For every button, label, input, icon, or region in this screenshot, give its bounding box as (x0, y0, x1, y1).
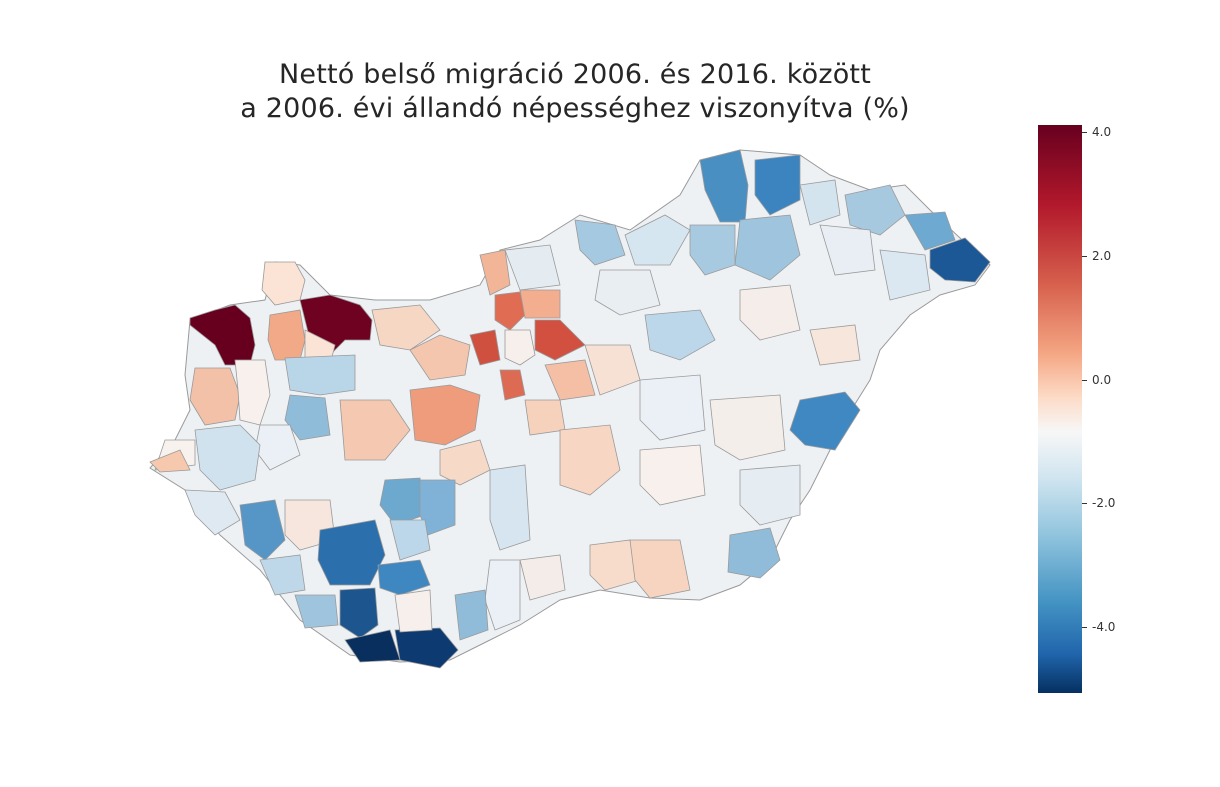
district-mohacs (454, 589, 489, 641)
district-central-1 (371, 304, 441, 351)
district-bacs-2 (519, 554, 566, 601)
colorbar-tick-2 (1082, 256, 1087, 257)
colorbar-tick-neg4 (1082, 627, 1087, 628)
district-heves-2 (644, 309, 716, 361)
district-central-2 (409, 334, 471, 381)
colorbar-tick-label-0: 0.0 (1092, 373, 1112, 387)
district-borsod-4 (689, 224, 736, 276)
district-tolna-1 (419, 479, 456, 536)
district-heves-1 (594, 269, 661, 316)
district-east-1 (739, 284, 801, 341)
title-line-1: Nettó belső migráció 2006. és 2016. közö… (278, 59, 871, 90)
district-bp-west (469, 329, 501, 366)
district-budapest (504, 329, 536, 366)
district-bp-north (494, 291, 526, 331)
district-mosonmagyarovar (189, 304, 256, 366)
district-pest-e (544, 359, 596, 401)
district-baranya-2 (377, 559, 431, 596)
district-zala-1 (194, 424, 261, 491)
district-pest-ne (519, 289, 561, 319)
district-plain-3 (639, 444, 706, 506)
district-pest-s (559, 424, 621, 496)
colorbar (1038, 125, 1082, 693)
district-tolna-2 (389, 519, 431, 561)
colorbar-tick-label-neg4: -4.0 (1092, 620, 1116, 634)
district-nograd-3 (624, 214, 691, 266)
district-plain-2 (709, 394, 786, 461)
colorbar-tick-4 (1082, 132, 1087, 133)
district-fejer-2 (339, 399, 411, 461)
district-nograd-1 (504, 244, 561, 291)
district-berettyo (789, 391, 861, 451)
district-ne-2 (904, 211, 956, 251)
district-bacs-3 (484, 559, 521, 631)
colorbar-tick-label-2: 2.0 (1092, 249, 1112, 263)
district-veszprem-2 (284, 394, 331, 441)
district-plain-1 (639, 374, 706, 441)
district-nw-2 (267, 309, 306, 361)
district-szabolcs-2 (879, 249, 931, 301)
district-somogy-1 (239, 499, 286, 561)
district-nograd-2 (574, 219, 626, 266)
district-fejer-3 (439, 439, 491, 486)
district-bekes-1 (739, 464, 801, 526)
colorbar-tick-label-4: 4.0 (1092, 125, 1112, 139)
district-zala-2 (184, 489, 241, 536)
map-title: Nettó belső migráció 2006. és 2016. közö… (0, 58, 1150, 126)
district-baranya-4 (394, 589, 433, 633)
district-csongrad-1 (589, 539, 641, 591)
colorbar-tick-0 (1082, 380, 1087, 381)
district-ne-corner (929, 237, 991, 283)
district-west-3 (149, 449, 191, 473)
district-borsod-2 (754, 154, 801, 216)
district-borsod-5 (799, 179, 841, 226)
district-nw-1 (261, 261, 306, 306)
district-baranya-3 (339, 587, 379, 639)
district-bacs-1 (489, 464, 531, 551)
district-bp-east (534, 319, 586, 361)
district-csongrad-2 (629, 539, 691, 599)
district-baranya-5 (294, 594, 339, 629)
district-east-2 (809, 324, 861, 366)
district-veszprem-1 (284, 354, 356, 396)
district-baranya-big (317, 519, 386, 586)
district-bekes-2 (727, 527, 781, 579)
title-line-2: a 2006. évi állandó népességhez viszonyí… (240, 93, 910, 124)
district-pest-se (524, 399, 566, 436)
district-pest-n (479, 249, 511, 296)
district-szabolcs-1 (819, 224, 876, 276)
district-nw-4 (189, 367, 241, 426)
colorbar-tick-neg2 (1082, 503, 1087, 504)
district-drava (259, 554, 306, 596)
district-borsod-3 (734, 214, 801, 281)
district-ormansag-2 (394, 627, 459, 669)
district-fejer-1 (409, 384, 481, 446)
colorbar-tick-label-neg2: -2.0 (1092, 496, 1116, 510)
district-zemplen (844, 184, 906, 236)
district-bp-south (499, 369, 526, 401)
